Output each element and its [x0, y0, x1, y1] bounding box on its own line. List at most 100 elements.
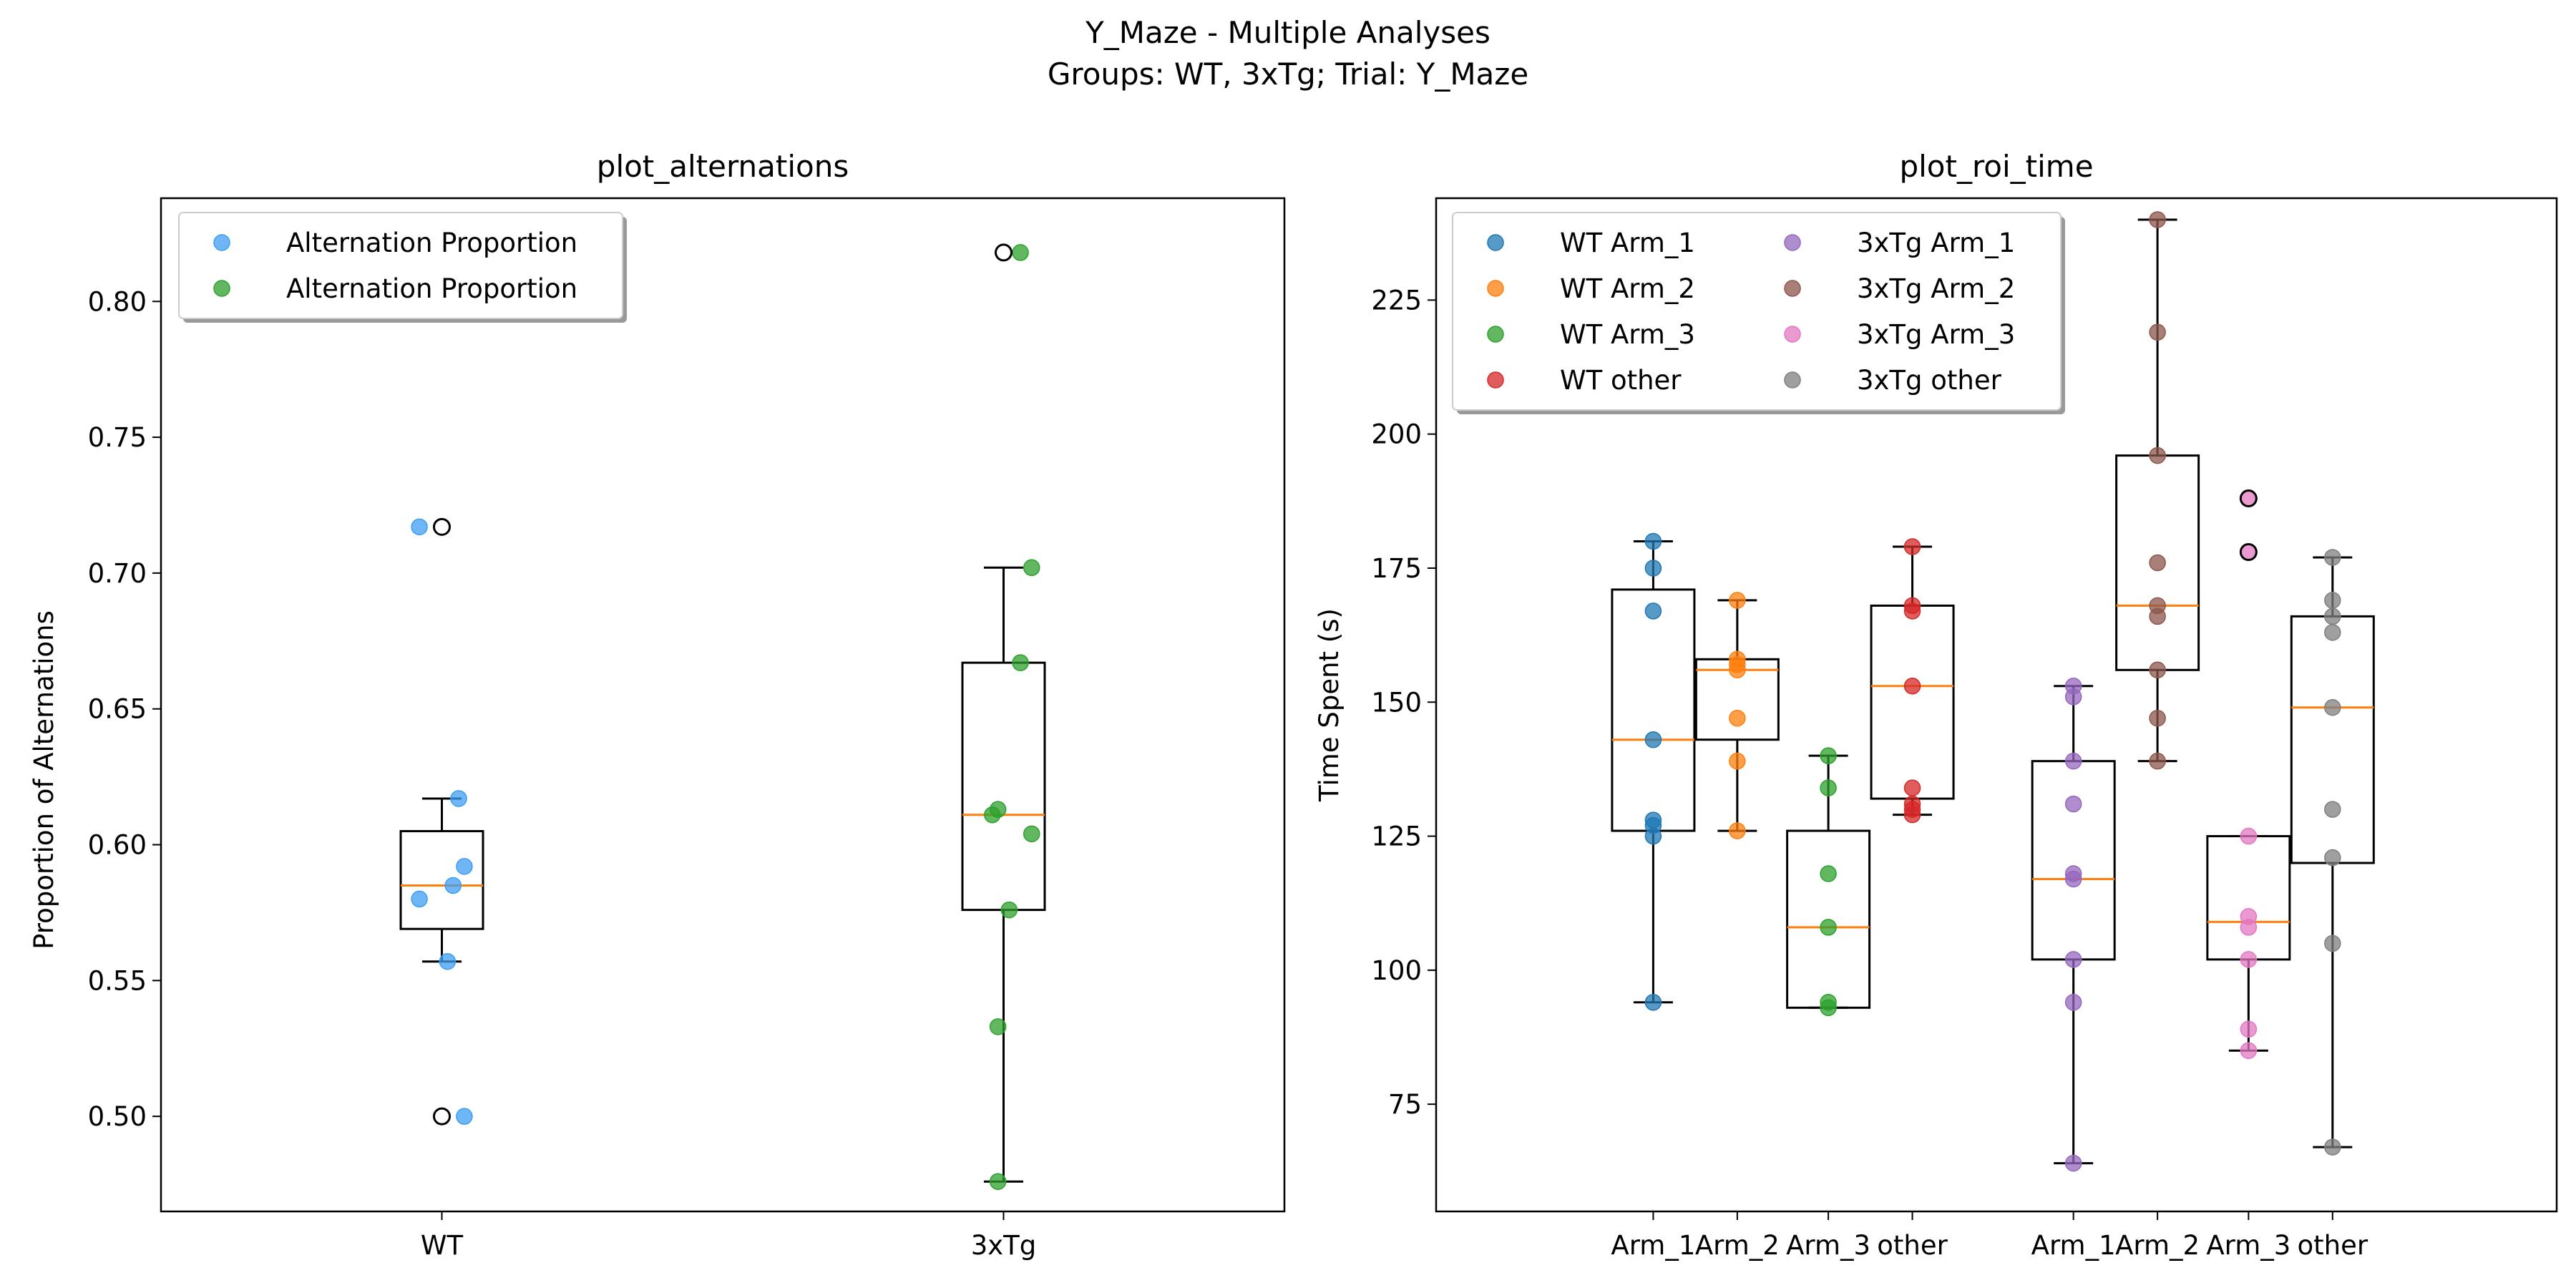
data-point — [1012, 654, 1029, 671]
data-point — [456, 1108, 473, 1125]
legend-marker — [1784, 280, 1801, 297]
data-point — [2240, 951, 2258, 968]
y-tick-label: 75 — [1388, 1089, 1422, 1120]
alternations-ylabel: Proportion of Alternations — [29, 610, 59, 950]
data-point — [2240, 919, 2258, 936]
legend-marker — [1487, 234, 1504, 251]
figure-subtitle: Groups: WT, 3xTg; Trial: Y_Maze — [1048, 57, 1528, 92]
x-tick-label: Arm_1 — [1611, 1230, 1695, 1261]
data-point — [1820, 779, 1837, 796]
y-tick-label: 0.80 — [88, 286, 147, 317]
data-point — [411, 518, 428, 536]
alternations-panel: plot_alternations Proportion of Alternat… — [29, 149, 1286, 1261]
data-point — [2149, 447, 2166, 464]
data-point — [2064, 1154, 2082, 1172]
data-point — [989, 1018, 1007, 1035]
x-tick-label: Arm_3 — [1786, 1230, 1870, 1261]
data-point — [2149, 752, 2166, 770]
legend-label: 3xTg other — [1857, 365, 2002, 396]
data-point — [989, 1173, 1007, 1190]
x-tick-label: other — [2298, 1230, 2368, 1261]
data-point — [1820, 865, 1837, 882]
data-point — [2324, 1138, 2341, 1156]
data-point — [2149, 554, 2166, 572]
y-tick-label: 0.70 — [88, 558, 147, 589]
axes-frame — [160, 197, 1286, 1213]
legend-marker — [1784, 371, 1801, 389]
legend-box — [1452, 212, 2062, 411]
legend-label: WT Arm_3 — [1560, 319, 1695, 350]
legend-label: WT other — [1560, 365, 1682, 396]
alternations-title: plot_alternations — [597, 149, 849, 184]
data-point — [1903, 806, 1921, 824]
figure-title: Y_Maze - Multiple Analyses — [1085, 15, 1491, 50]
data-point — [1023, 825, 1040, 843]
y-tick-label: 100 — [1371, 955, 1422, 986]
data-point — [2324, 624, 2341, 641]
roi-time-ylabel: Time Spent (s) — [1314, 608, 1345, 802]
roi-time-panel: plot_roi_time Time Spent (s) 75 100 125 150… — [1314, 149, 2558, 1261]
data-point — [1012, 244, 1029, 261]
data-point — [2324, 801, 2341, 818]
data-point — [1023, 559, 1040, 577]
data-point — [1644, 560, 1662, 577]
outlier-marker — [995, 243, 1013, 262]
y-tick-label: 200 — [1371, 419, 1422, 450]
legend-marker — [213, 234, 230, 251]
data-point — [2324, 849, 2341, 867]
legend-marker — [1487, 280, 1504, 297]
legend-label: WT Arm_2 — [1560, 273, 1695, 304]
legend-label: 3xTg Arm_1 — [1857, 228, 2015, 258]
x-tick-label: Arm_2 — [2115, 1230, 2200, 1261]
data-point — [1729, 709, 1746, 727]
data-point — [450, 790, 467, 807]
x-tick-label: 3xTg — [971, 1230, 1037, 1261]
data-point — [1820, 999, 1837, 1017]
data-point — [2324, 698, 2341, 716]
legend-label: Alternation Proportion — [286, 273, 577, 304]
data-point — [984, 806, 1001, 824]
data-point — [1903, 678, 1921, 695]
data-point — [2064, 994, 2082, 1011]
data-point — [2324, 592, 2341, 609]
roi-time-title: plot_roi_time — [1899, 149, 2093, 184]
legend-label: 3xTg Arm_3 — [1857, 319, 2015, 350]
data-point — [2064, 688, 2082, 706]
x-tick-label: other — [1877, 1230, 1948, 1261]
outlier-marker — [2239, 542, 2258, 561]
data-point — [2240, 1042, 2258, 1059]
data-point — [1729, 822, 1746, 839]
y-tick-label: 0.65 — [88, 694, 147, 725]
legend-marker — [1487, 371, 1504, 389]
legend-marker — [1784, 326, 1801, 343]
data-point — [1644, 602, 1662, 620]
data-point — [2064, 870, 2082, 888]
data-point — [411, 890, 428, 908]
axes-frame — [1435, 197, 2558, 1213]
x-tick-label: Arm_3 — [2206, 1230, 2290, 1261]
data-point — [1903, 779, 1921, 796]
y-tick-label: 0.50 — [88, 1101, 147, 1132]
data-point — [456, 858, 473, 875]
data-point — [2064, 795, 2082, 813]
outlier-marker — [433, 1107, 451, 1126]
box — [399, 830, 484, 930]
data-point — [1644, 731, 1662, 748]
data-point — [1729, 592, 1746, 609]
data-point — [2149, 211, 2166, 228]
data-point — [2324, 549, 2341, 566]
data-point — [2149, 608, 2166, 625]
y-tick-label: 0.60 — [88, 830, 147, 861]
data-point — [1729, 752, 1746, 770]
legend-label: WT Arm_1 — [1560, 228, 1695, 258]
data-point — [1000, 901, 1018, 919]
data-point — [2240, 1020, 2258, 1038]
data-point — [2240, 827, 2258, 845]
data-point — [2324, 935, 2341, 952]
data-point — [2324, 608, 2341, 625]
data-point — [444, 877, 462, 894]
y-tick-label: 225 — [1371, 285, 1422, 316]
data-point — [2149, 323, 2166, 341]
data-point — [1820, 747, 1837, 764]
